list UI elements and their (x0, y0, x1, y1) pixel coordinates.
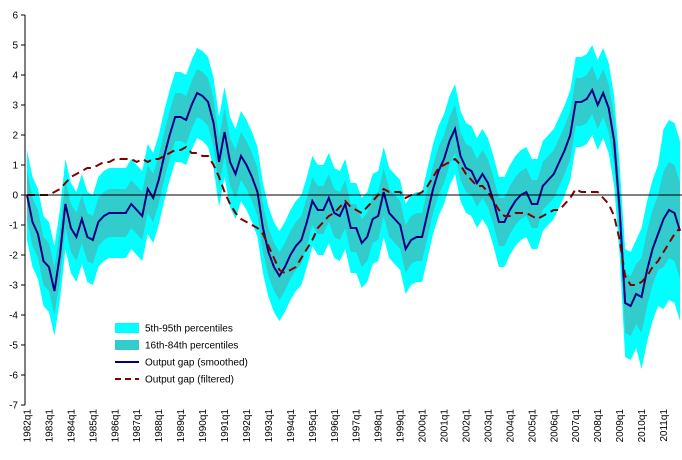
y-tick-label: 5 (12, 41, 18, 52)
x-tick-label: 1998q1 (374, 409, 385, 443)
y-tick-label: 2 (12, 131, 18, 142)
x-tick-label: 1983q1 (44, 409, 55, 443)
x-tick-label: 1984q1 (66, 409, 77, 443)
x-tick-label: 1992q1 (242, 409, 253, 443)
y-tick-label: 6 (12, 11, 18, 22)
x-tick-label: 1988q1 (154, 409, 165, 443)
x-tick-label: 1997q1 (352, 409, 363, 443)
x-tick-label: 2007q1 (571, 409, 582, 443)
x-tick-label: 1991q1 (220, 409, 231, 443)
x-tick-label: 1994q1 (286, 409, 297, 443)
legend-swatch (115, 323, 139, 333)
x-tick-label: 2002q1 (461, 409, 472, 443)
x-tick-label: 1990q1 (198, 409, 209, 443)
x-tick-label: 2011q1 (659, 409, 670, 442)
y-tick-label: -2 (9, 251, 18, 262)
x-tick-label: 2000q1 (418, 409, 429, 443)
y-tick-label: 1 (12, 161, 18, 172)
y-tick-label: -1 (9, 221, 18, 232)
y-tick-label: -6 (9, 371, 18, 382)
series-line (26, 87, 681, 308)
x-tick-label: 2001q1 (440, 409, 451, 443)
x-tick-label: 2004q1 (505, 409, 516, 443)
y-tick-label: -7 (9, 401, 18, 412)
x-tick-label: 1987q1 (132, 409, 143, 443)
y-tick-label: 3 (12, 101, 18, 112)
x-tick-label: 1999q1 (396, 409, 407, 443)
y-tick-label: 4 (12, 71, 18, 82)
x-tick-label: 2005q1 (527, 409, 538, 443)
x-tick-label: 1985q1 (88, 409, 99, 443)
x-tick-label: 2009q1 (615, 409, 626, 443)
y-tick-label: -4 (9, 311, 18, 322)
legend-label: Output gap (smoothed) (145, 358, 248, 369)
legend-label: Output gap (filtered) (145, 375, 234, 386)
x-tick-label: 1995q1 (308, 409, 319, 443)
legend-label: 5th-95th percentiles (145, 324, 233, 335)
y-tick-label: -5 (9, 341, 18, 352)
series-line (27, 145, 681, 286)
x-tick-label: 2006q1 (549, 409, 560, 443)
x-tick-label: 1996q1 (330, 409, 341, 443)
legend-swatch (115, 340, 139, 350)
x-tick-label: 1989q1 (176, 409, 187, 443)
x-tick-label: 2003q1 (483, 409, 494, 443)
x-tick-label: 1993q1 (264, 409, 275, 443)
x-tick-label: 1986q1 (110, 409, 121, 443)
percentile-band (27, 66, 680, 336)
x-tick-label: 2008q1 (593, 409, 604, 443)
y-tick-label: -3 (9, 281, 18, 292)
x-tick-label: 2010q1 (637, 409, 648, 443)
y-tick-label: 0 (12, 191, 18, 202)
x-tick-label: 1982q1 (23, 409, 34, 443)
legend-label: 16th-84th percentiles (145, 341, 238, 352)
